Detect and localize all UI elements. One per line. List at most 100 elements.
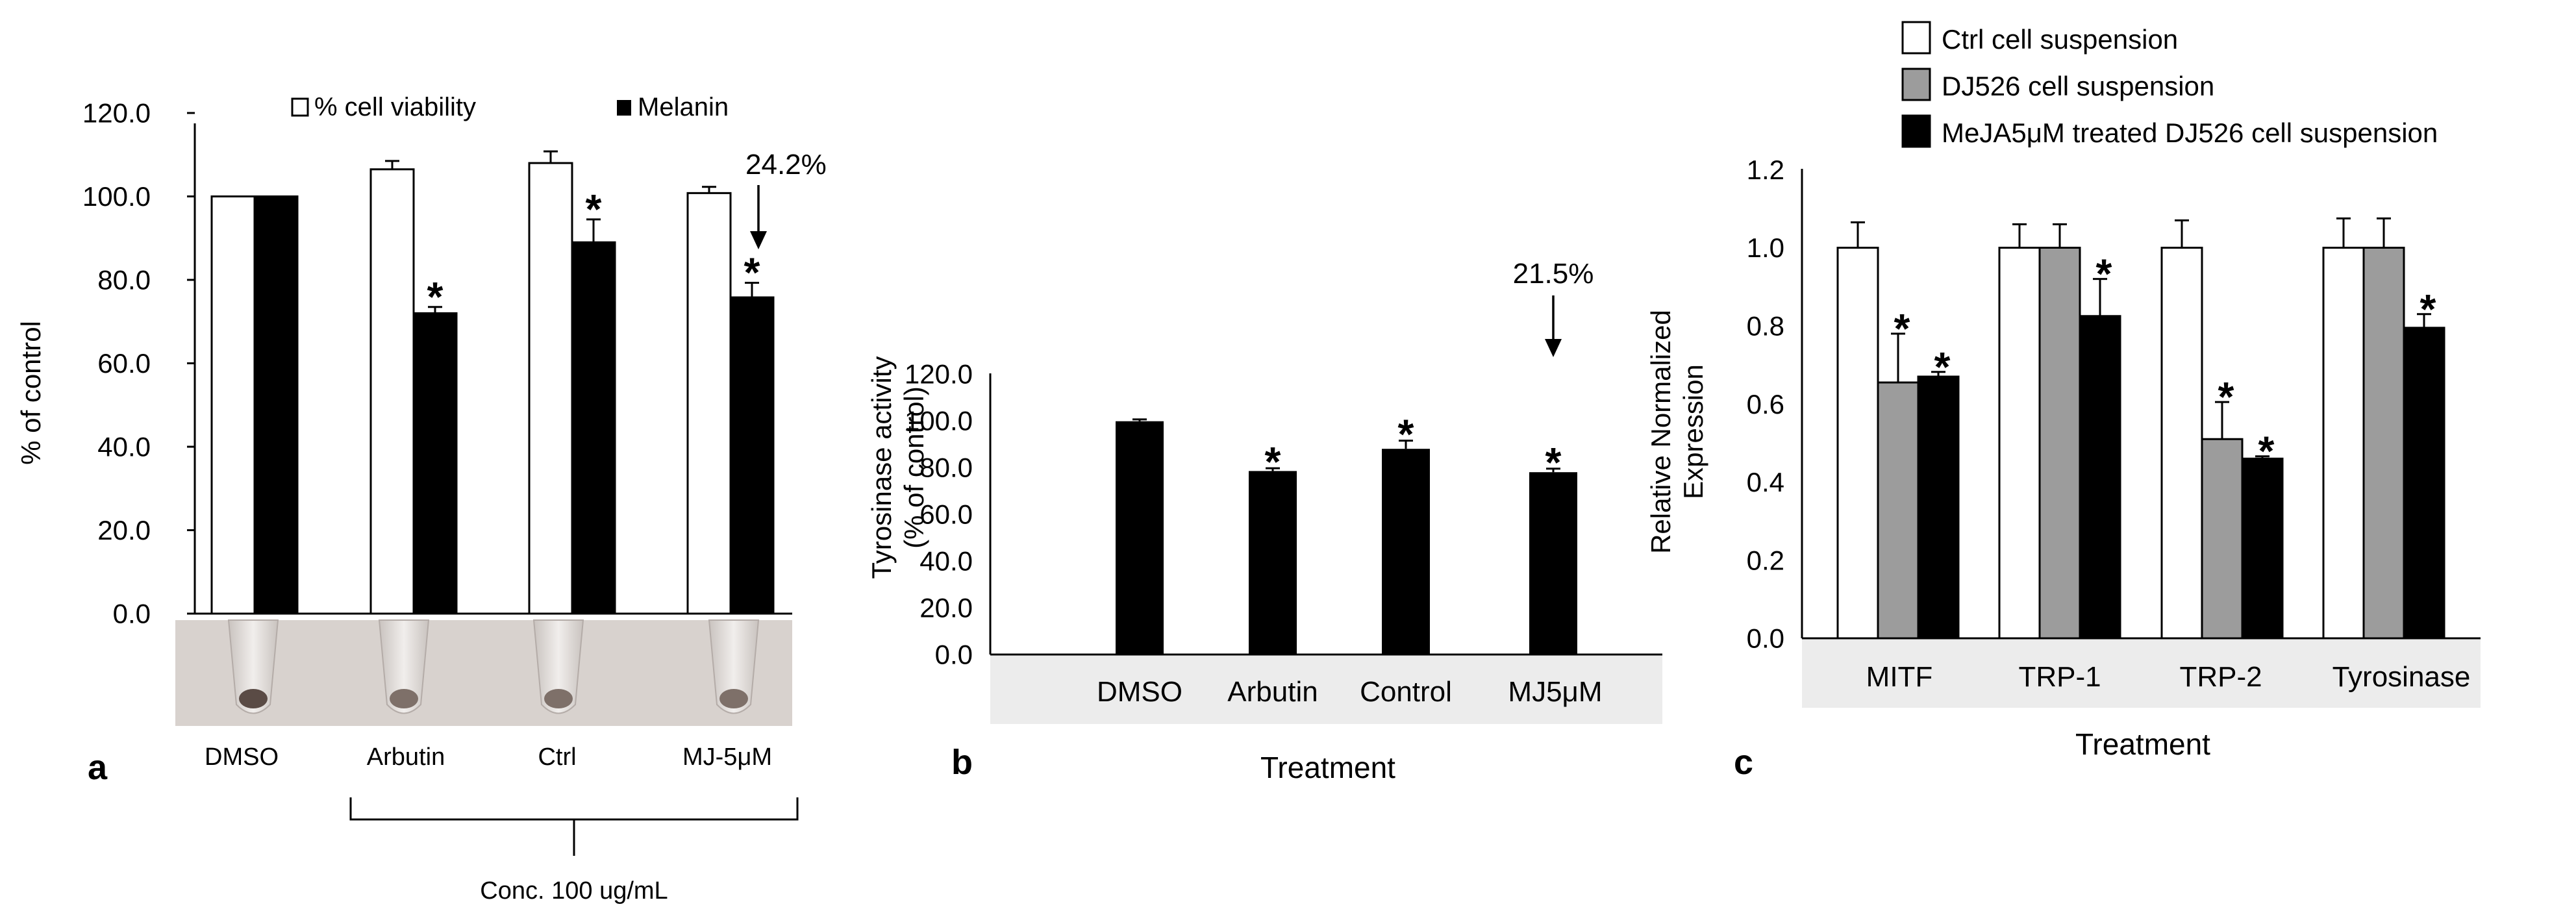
panel-a-annotation: 24.2% bbox=[745, 149, 827, 249]
concentration-label: Conc. 100 ug/mL bbox=[480, 877, 668, 905]
y-tick-label: 1.2 bbox=[1747, 155, 1784, 185]
bar-ctrl-tyrosinase bbox=[2322, 247, 2365, 640]
svg-text:Relative Normalized: Relative Normalized bbox=[1645, 310, 1676, 554]
legend-swatch-cell-viability bbox=[291, 97, 309, 117]
panel-b-x-axis-label: Treatment bbox=[1260, 751, 1395, 784]
significance-star: * bbox=[427, 273, 444, 320]
panel-c-category-labels: MITF TRP-1 TRP-2 Tyrosinase bbox=[1866, 661, 2471, 693]
category-label: Tyrosinase bbox=[2332, 661, 2471, 693]
bar-meja-trp1 bbox=[2079, 315, 2121, 640]
legend-label-ctrl: Ctrl cell suspension bbox=[1942, 24, 2178, 55]
bar-tyrosinase-dmso bbox=[1116, 421, 1164, 655]
bar-dj526-tyrosinase bbox=[2362, 247, 2405, 640]
category-label: MJ-5μM bbox=[682, 743, 772, 771]
y-tick-label: 0.6 bbox=[1747, 389, 1784, 419]
y-tick-label: 40.0 bbox=[919, 546, 973, 577]
svg-text:Tyrosinase activity: Tyrosinase activity bbox=[866, 356, 897, 579]
bar-melanin-mj5m bbox=[729, 296, 775, 615]
legend-swatch-meja bbox=[1901, 114, 1931, 148]
panel-a-bars: * * * bbox=[195, 150, 792, 615]
significance-star: * bbox=[2096, 251, 2112, 297]
bar-meja-tyrosinase bbox=[2403, 327, 2445, 640]
category-label: Ctrl bbox=[538, 743, 576, 771]
panel-label-b: b bbox=[951, 743, 973, 782]
y-tick-label: 100.0 bbox=[82, 181, 151, 212]
tube-1 bbox=[378, 619, 430, 714]
bar-meja-trp2 bbox=[2241, 457, 2284, 640]
significance-star: * bbox=[1545, 439, 1562, 486]
melanin-pellet bbox=[544, 689, 573, 708]
significance-star: * bbox=[1934, 343, 1951, 390]
y-tick-label: 0.4 bbox=[1747, 467, 1784, 497]
panel-a-y-axis-label: % of control bbox=[16, 321, 46, 465]
concentration-bracket: Conc. 100 ug/mL bbox=[349, 797, 799, 905]
legend-label-dj526: DJ526 cell suspension bbox=[1942, 71, 2214, 101]
panel-b-category-labels: DMSO Arbutin Control MJ5μM bbox=[1097, 676, 1603, 708]
tube-2 bbox=[532, 619, 584, 714]
y-tick-label: 0.0 bbox=[113, 599, 151, 629]
panel-c-bars: * * * * * * bbox=[1802, 217, 2481, 640]
legend-label-melanin: Melanin bbox=[638, 93, 729, 121]
legend-swatch-dj526 bbox=[1901, 68, 1931, 101]
y-tick-label: 20.0 bbox=[97, 515, 151, 545]
panel-label-c: c bbox=[1734, 743, 1753, 782]
legend-swatch-melanin bbox=[617, 100, 631, 116]
y-tick-label: 1.0 bbox=[1747, 232, 1784, 263]
legend-label-meja: MeJA5μM treated DJ526 cell suspension bbox=[1942, 118, 2438, 148]
y-tick-label: 0.2 bbox=[1747, 545, 1784, 575]
panel-c-legend: Ctrl cell suspension DJ526 cell suspensi… bbox=[1901, 21, 2438, 148]
significance-star: * bbox=[744, 249, 760, 295]
panel-a-legend: % cell viability Melanin bbox=[291, 93, 729, 121]
panel-b-y-axis-label: Tyrosinase activity (% of control) bbox=[866, 356, 929, 579]
category-label: Arbutin bbox=[367, 743, 445, 771]
svg-text:Expression: Expression bbox=[1678, 364, 1708, 499]
category-label: DMSO bbox=[1097, 676, 1182, 708]
significance-star: * bbox=[2218, 373, 2234, 420]
bar-melanin-ctrl bbox=[571, 241, 616, 615]
bar-tyrosinase-mj5m bbox=[1529, 472, 1577, 655]
bar-melanin-arbutin bbox=[412, 312, 458, 615]
legend-swatch-ctrl bbox=[1901, 21, 1931, 55]
tube-3 bbox=[708, 619, 760, 714]
category-label: MJ5μM bbox=[1508, 676, 1602, 708]
panel-c-category-band bbox=[1802, 640, 2481, 708]
reduction-annotation-a: 24.2% bbox=[745, 149, 827, 181]
bar-tyrosinase-control bbox=[1382, 449, 1430, 655]
y-tick-label: 20.0 bbox=[919, 593, 973, 623]
panel-c-y-ticks: 0.0 0.2 0.4 0.6 0.8 1.0 1.2 bbox=[1747, 155, 1803, 654]
tube-0 bbox=[227, 619, 279, 714]
melanin-pellet bbox=[390, 689, 418, 708]
category-label: MITF bbox=[1866, 661, 1933, 693]
tube-photo-strip bbox=[175, 619, 792, 726]
bar-meja-mitf bbox=[1917, 375, 1960, 640]
panel-b-bars: * * * bbox=[990, 411, 1662, 656]
panel-c: Ctrl cell suspension DJ526 cell suspensi… bbox=[1645, 21, 2481, 782]
bar-dj526-mitf bbox=[1877, 381, 1919, 640]
category-label: TRP-1 bbox=[2018, 661, 2101, 693]
panel-label-a: a bbox=[88, 748, 108, 787]
y-tick-label: 60.0 bbox=[97, 348, 151, 379]
y-tick-label: 0.8 bbox=[1747, 311, 1784, 342]
bar-ctrl-trp2 bbox=[2160, 247, 2203, 640]
y-tick-label: 0.0 bbox=[935, 640, 973, 670]
significance-star: * bbox=[586, 186, 602, 232]
bar-viability-arbutin bbox=[369, 168, 415, 615]
category-label: TRP-2 bbox=[2179, 661, 2262, 693]
category-label: Control bbox=[1360, 676, 1452, 708]
bar-ctrl-trp1 bbox=[1998, 247, 2041, 640]
bar-dj526-trp2 bbox=[2201, 438, 2244, 640]
legend-label-cell-viability: % cell viability bbox=[314, 93, 476, 121]
panel-c-y-axis-label: Relative Normalized Expression bbox=[1645, 310, 1708, 554]
significance-star: * bbox=[2420, 286, 2436, 332]
panel-b-annotation: 21.5% bbox=[1513, 258, 1594, 357]
significance-star: * bbox=[1265, 438, 1281, 485]
y-tick-label: 40.0 bbox=[97, 432, 151, 462]
significance-star: * bbox=[1894, 305, 1910, 352]
tube-photo-background bbox=[175, 620, 792, 726]
panel-b: Tyrosinase activity (% of control) 0.0 20… bbox=[866, 258, 1662, 784]
significance-star: * bbox=[1398, 411, 1414, 458]
panel-b-y-ticks: 0.0 20.0 40.0 60.0 80.0 100.0 120.0 bbox=[905, 359, 992, 670]
bar-tyrosinase-arbutin bbox=[1249, 471, 1297, 655]
panel-a: % cell viability Melanin % of control 0.… bbox=[16, 93, 827, 905]
